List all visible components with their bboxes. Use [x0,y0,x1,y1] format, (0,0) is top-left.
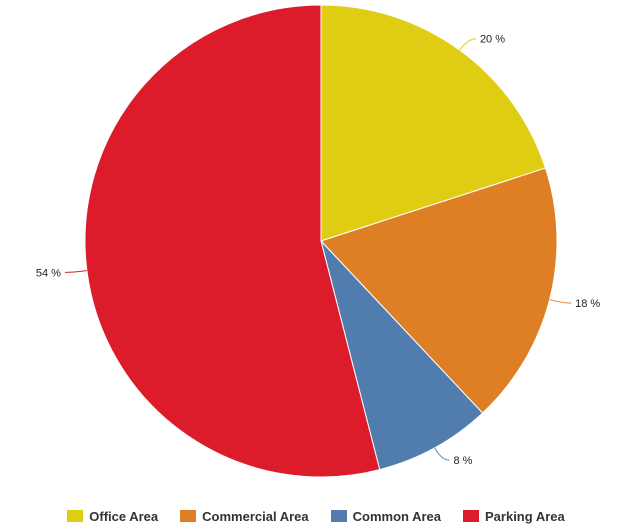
connector-parking-area [64,270,87,273]
legend-swatch-common-area [330,510,347,522]
pie-slice-commercial-area[interactable] [320,167,558,414]
legend-label: Common Area [352,508,441,524]
data-label-office-area: 20 % [480,34,505,46]
data-label-common-area: 8 % [453,455,472,467]
legend-label: Parking Area [485,508,565,524]
data-label-parking-area: 54 % [36,267,61,279]
connector-common-area [434,447,450,461]
pie-slice-office-area[interactable] [320,4,547,242]
legend-label: Commercial Area [202,508,309,524]
legend-item-parking-area[interactable]: Parking Area [463,509,565,524]
legend-label: Office Area [89,508,159,524]
connector-commercial-area [549,299,572,304]
legend-item-office-area[interactable]: Office Area [67,509,158,524]
data-label-commercial-area: 18 % [575,298,600,310]
legend-swatch-office-area [67,510,84,522]
pie-slices [84,4,558,478]
connector-office-area [459,38,476,51]
pie-slice-parking-area[interactable] [84,4,381,478]
legend-swatch-commercial-area [180,510,197,522]
pie-data-labels: 20 % 18 % 8 % 54 % [36,34,601,467]
legend-item-common-area[interactable]: Common Area [330,508,441,524]
legend-swatch-parking-area [463,510,479,522]
legend-item-commercial-area[interactable]: Commercial Area [180,508,309,524]
chart-legend: Office Area Commercial Area Common Area Par… [0,506,632,526]
